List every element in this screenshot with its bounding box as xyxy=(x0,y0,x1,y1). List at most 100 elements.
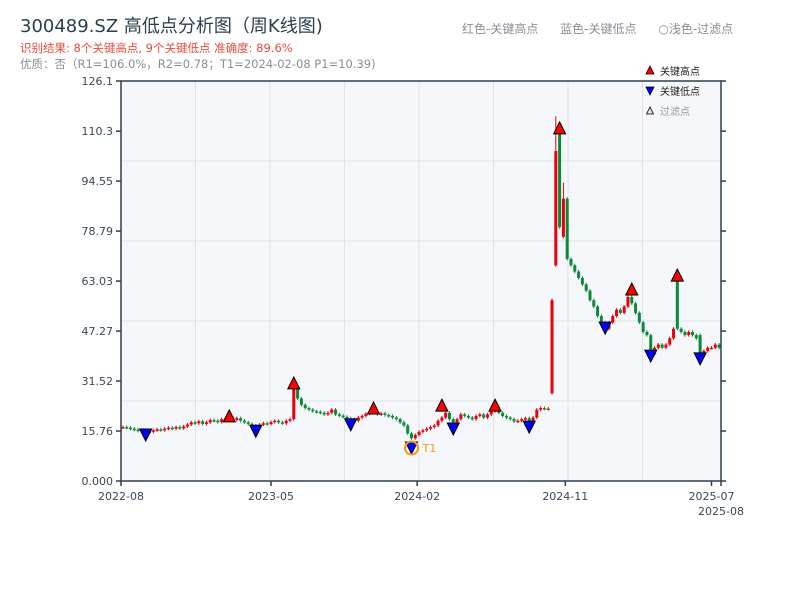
t1-label: T1 xyxy=(422,442,437,455)
candle-down xyxy=(242,420,246,423)
candle-down xyxy=(584,284,588,291)
key-low-marker xyxy=(138,428,153,443)
candle-up xyxy=(121,427,125,429)
candle-down xyxy=(334,409,338,415)
candle-up xyxy=(151,430,155,432)
candle-down xyxy=(447,412,451,420)
candle-down xyxy=(649,335,653,355)
candle-up xyxy=(710,347,714,350)
candle-up xyxy=(561,198,565,237)
key-low-marker xyxy=(343,418,358,433)
candle-up xyxy=(417,431,421,436)
candle-down xyxy=(345,416,349,419)
candle-down xyxy=(280,422,284,424)
y-tick-label: 126.1 xyxy=(82,75,114,88)
candle-up xyxy=(474,415,478,420)
key-high-marker xyxy=(435,398,449,412)
candle-down xyxy=(660,344,664,348)
candle-down xyxy=(170,427,174,430)
candle-up xyxy=(489,411,493,415)
candle-up xyxy=(185,424,189,427)
candle-up xyxy=(444,412,448,418)
candle-down xyxy=(542,408,546,410)
result-summary: 识别结果: 8个关键高点, 9个关键低点 准确度: 89.6% xyxy=(20,41,293,55)
candle-down xyxy=(508,417,512,420)
candle-up xyxy=(360,415,364,418)
candle-up xyxy=(364,413,368,416)
candle-down xyxy=(299,398,303,405)
candle-up xyxy=(261,423,265,425)
x-tick-label: 2025-07 xyxy=(689,490,735,503)
candle-up xyxy=(166,427,170,430)
x-tick-label: 2025-08 xyxy=(698,505,744,518)
key-low-marker xyxy=(249,424,263,439)
candle-up xyxy=(656,344,660,348)
candle-up xyxy=(220,419,224,422)
candle-up xyxy=(155,429,159,431)
candle-down xyxy=(694,335,698,339)
candle-up xyxy=(273,420,277,423)
candle-down xyxy=(402,422,406,426)
candle-down xyxy=(318,411,322,414)
candle-up xyxy=(687,331,691,336)
candle-down xyxy=(159,429,163,431)
legend-blue-low: 蓝色-关键低点 xyxy=(560,22,637,36)
candle-down xyxy=(698,335,702,355)
candle-up xyxy=(330,409,334,413)
candle-down xyxy=(277,420,281,423)
candle-down xyxy=(691,331,695,336)
candle-up xyxy=(706,347,710,351)
candle-down xyxy=(132,428,136,431)
candle-up xyxy=(531,417,535,421)
candle-down xyxy=(303,404,307,409)
y-tick-label: 47.27 xyxy=(82,325,114,338)
x-tick-label: 2024-11 xyxy=(542,490,588,503)
candle-up xyxy=(535,409,539,418)
candle-down xyxy=(634,303,638,313)
candle-down xyxy=(580,277,584,285)
candle-up xyxy=(284,420,288,424)
key-high-marker xyxy=(624,281,639,296)
color-legend: 红色-关键高点 蓝色-关键低点 ○浅色-过滤点 xyxy=(462,20,733,37)
key-high-marker xyxy=(670,267,685,282)
candle-down xyxy=(470,417,474,420)
candle-down xyxy=(216,420,220,423)
candle-up xyxy=(174,427,178,429)
candle-up xyxy=(539,408,543,410)
candle-up xyxy=(292,385,296,420)
candle-up xyxy=(455,419,459,423)
candle-down xyxy=(398,419,402,423)
legend-low-icon xyxy=(645,86,655,96)
candle-up xyxy=(713,344,717,348)
candle-down xyxy=(637,312,641,323)
candle-up xyxy=(478,414,482,416)
legend-light-filtered: ○浅色-过滤点 xyxy=(658,22,734,36)
candle-up xyxy=(432,425,436,428)
candle-down xyxy=(717,344,721,348)
t1-circle xyxy=(404,440,420,456)
candle-down xyxy=(565,198,569,259)
candle-up xyxy=(550,300,554,394)
key-high-marker xyxy=(222,408,237,423)
legend-high-icon xyxy=(645,65,655,75)
key-low-marker xyxy=(693,352,707,367)
candle-down xyxy=(588,290,592,301)
candle-down xyxy=(296,385,300,399)
y-tick-label: 31.52 xyxy=(82,375,114,388)
candle-up xyxy=(523,418,527,420)
candle-up xyxy=(436,420,440,426)
candle-down xyxy=(322,412,326,415)
candle-down xyxy=(482,414,486,418)
candle-down xyxy=(201,421,205,424)
key-high-marker xyxy=(488,398,502,412)
key-low-marker xyxy=(643,349,658,364)
y-tick-label: 110.3 xyxy=(82,125,114,138)
candle-down xyxy=(451,419,455,423)
candle-down xyxy=(212,420,216,422)
candle-down xyxy=(679,328,683,332)
candle-down xyxy=(683,331,687,336)
candle-down xyxy=(307,408,311,410)
candle-up xyxy=(554,151,558,266)
quality-summary: 优质：否（R1=106.0%，R2=0.78；T1=2024-02-08 P1=… xyxy=(20,57,376,71)
candle-down xyxy=(410,433,414,439)
